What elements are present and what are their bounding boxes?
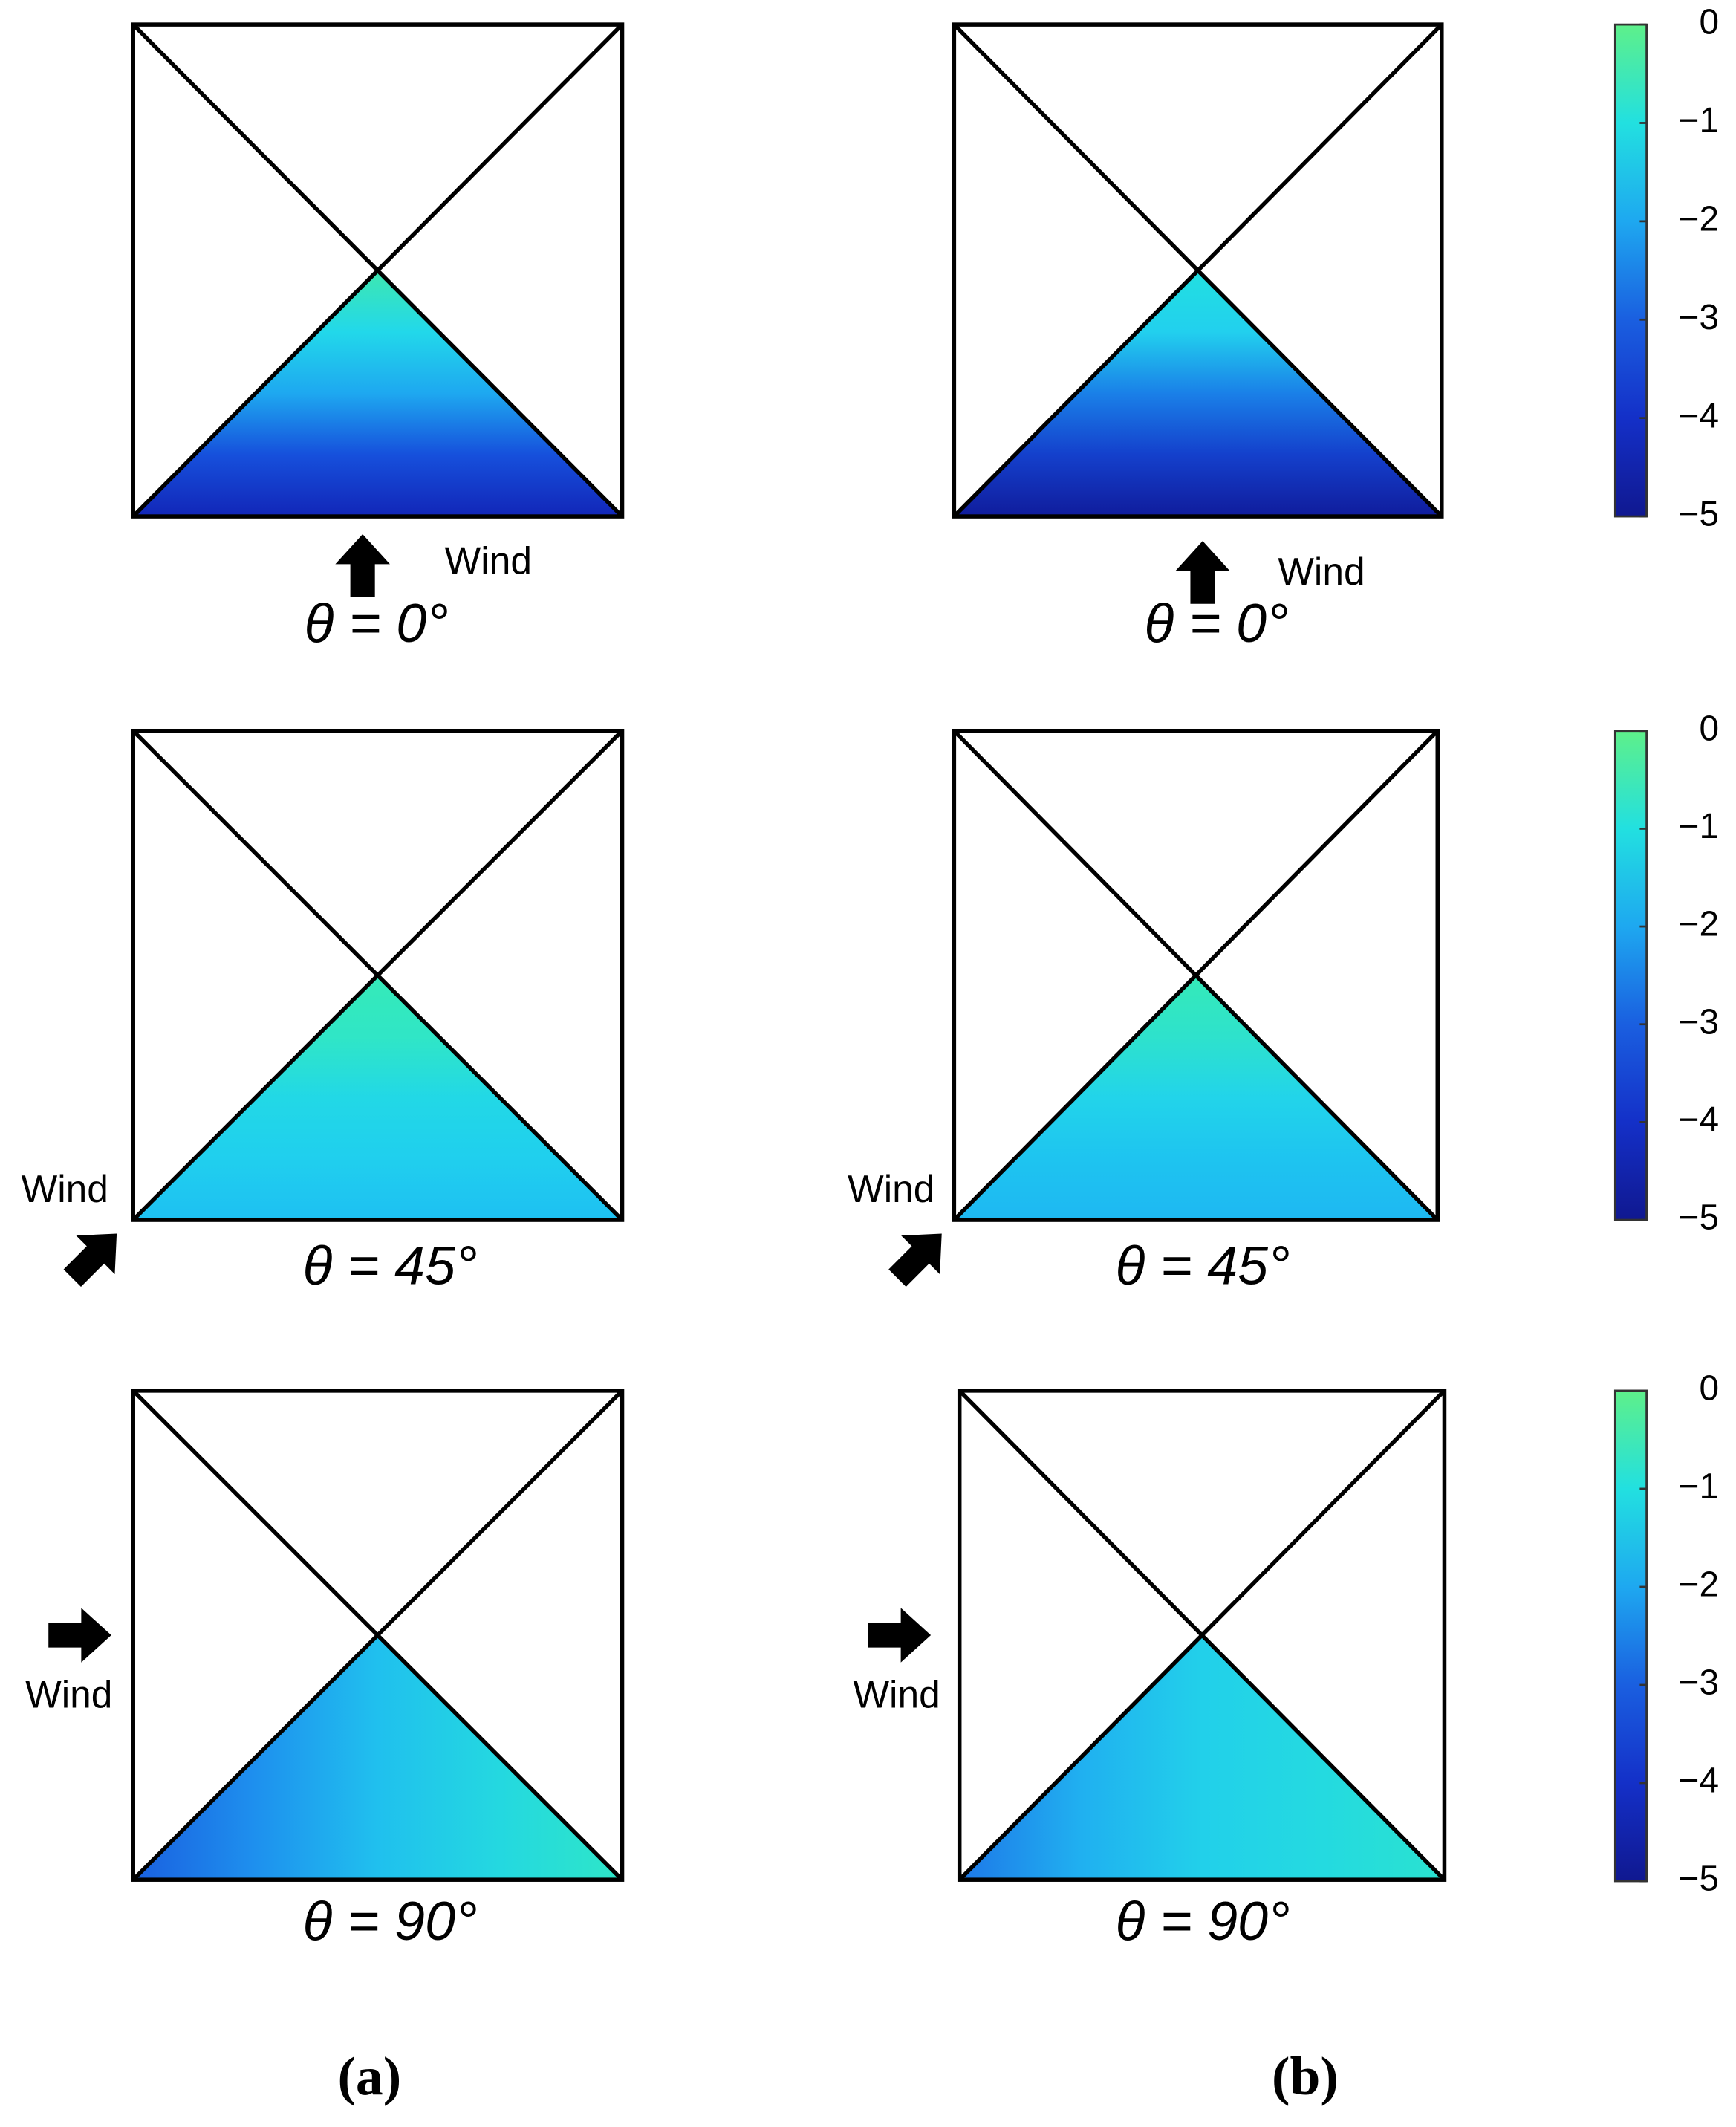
wind-label: Wind	[853, 1672, 940, 1715]
wind-label: Wind	[22, 1167, 108, 1210]
wind-arrow	[63, 1233, 117, 1287]
caption: (a)	[337, 2045, 401, 2106]
pressure-contour	[133, 975, 622, 1221]
wind-arrow	[335, 533, 390, 597]
roof-ridge	[131, 729, 624, 1221]
colorbar-tick-label: −1	[1679, 807, 1720, 846]
roof-outline	[131, 1389, 625, 1882]
angle-label: θ = 0°	[1144, 592, 1288, 654]
colorbar-tick-label: −5	[1679, 495, 1720, 534]
roof-outline	[957, 1389, 1447, 1882]
colorbar-tick-label: −1	[1679, 1467, 1720, 1507]
wind-label: Wind	[445, 539, 532, 582]
wind-arrow	[888, 1233, 942, 1287]
roof-outline	[952, 22, 1444, 519]
colorbar-tick-label: 0	[1699, 1369, 1719, 1409]
roof-outline	[952, 728, 1440, 1222]
colorbar-tick-label: −2	[1679, 200, 1720, 239]
caption: (b)	[1272, 2045, 1339, 2106]
colorbar-tick-label: −4	[1679, 396, 1720, 435]
colorbar-tick-label: −2	[1679, 905, 1720, 944]
colorbar-tick-label: −2	[1679, 1565, 1720, 1605]
roof-ridge	[131, 1389, 624, 1882]
colorbar-tick-label: −4	[1679, 1761, 1720, 1801]
roof-ridge	[958, 1389, 1446, 1882]
roof-outline	[131, 728, 625, 1222]
angle-label: θ = 90°	[302, 1890, 477, 1952]
colorbar-tick-label: −5	[1679, 1860, 1720, 1899]
pressure-contour	[959, 1635, 1445, 1880]
pressure-contour	[133, 1635, 622, 1880]
wind-label: Wind	[848, 1167, 934, 1210]
colorbar-tick-label: −3	[1679, 1663, 1720, 1703]
wind-arrow	[48, 1608, 111, 1663]
colorbar-tick-label: 0	[1699, 709, 1719, 748]
wind-arrow	[1175, 541, 1230, 604]
angle-label: θ = 0°	[305, 592, 449, 654]
wind-arrow	[868, 1608, 932, 1663]
colorbar-tick-label: −1	[1679, 101, 1720, 140]
colorbar	[1613, 1389, 1648, 1883]
wind-label: Wind	[1278, 550, 1365, 593]
colorbar	[1613, 730, 1648, 1221]
colorbar-tick-label: 0	[1699, 3, 1719, 42]
roof-ridge	[952, 23, 1443, 519]
colorbar-tick-label: −3	[1679, 298, 1720, 337]
roof-outline	[131, 22, 625, 519]
angle-label: θ = 45°	[302, 1234, 477, 1296]
pressure-contour	[954, 975, 1438, 1221]
wind-label: Wind	[25, 1672, 112, 1715]
pressure-contour	[133, 270, 622, 517]
colorbar-tick-label: −3	[1679, 1002, 1720, 1042]
colorbar	[1613, 23, 1648, 518]
angle-label: θ = 45°	[1116, 1234, 1290, 1296]
colorbar-tick-label: −4	[1679, 1100, 1720, 1140]
roof-ridge	[131, 23, 624, 519]
colorbar-tick-label: −5	[1679, 1198, 1720, 1238]
roof-ridge	[952, 729, 1440, 1221]
angle-label: θ = 90°	[1116, 1890, 1290, 1952]
pressure-contour	[954, 270, 1442, 517]
